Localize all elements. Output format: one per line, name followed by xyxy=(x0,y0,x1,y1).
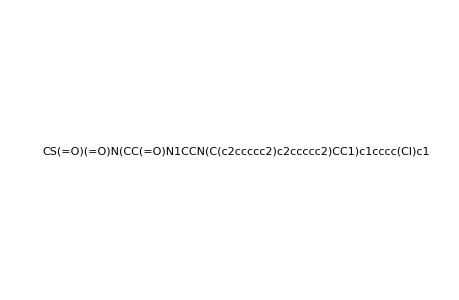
Text: CS(=O)(=O)N(CC(=O)N1CCN(C(c2ccccc2)c2ccccc2)CC1)c1cccc(Cl)c1: CS(=O)(=O)N(CC(=O)N1CCN(C(c2ccccc2)c2ccc… xyxy=(42,146,429,157)
